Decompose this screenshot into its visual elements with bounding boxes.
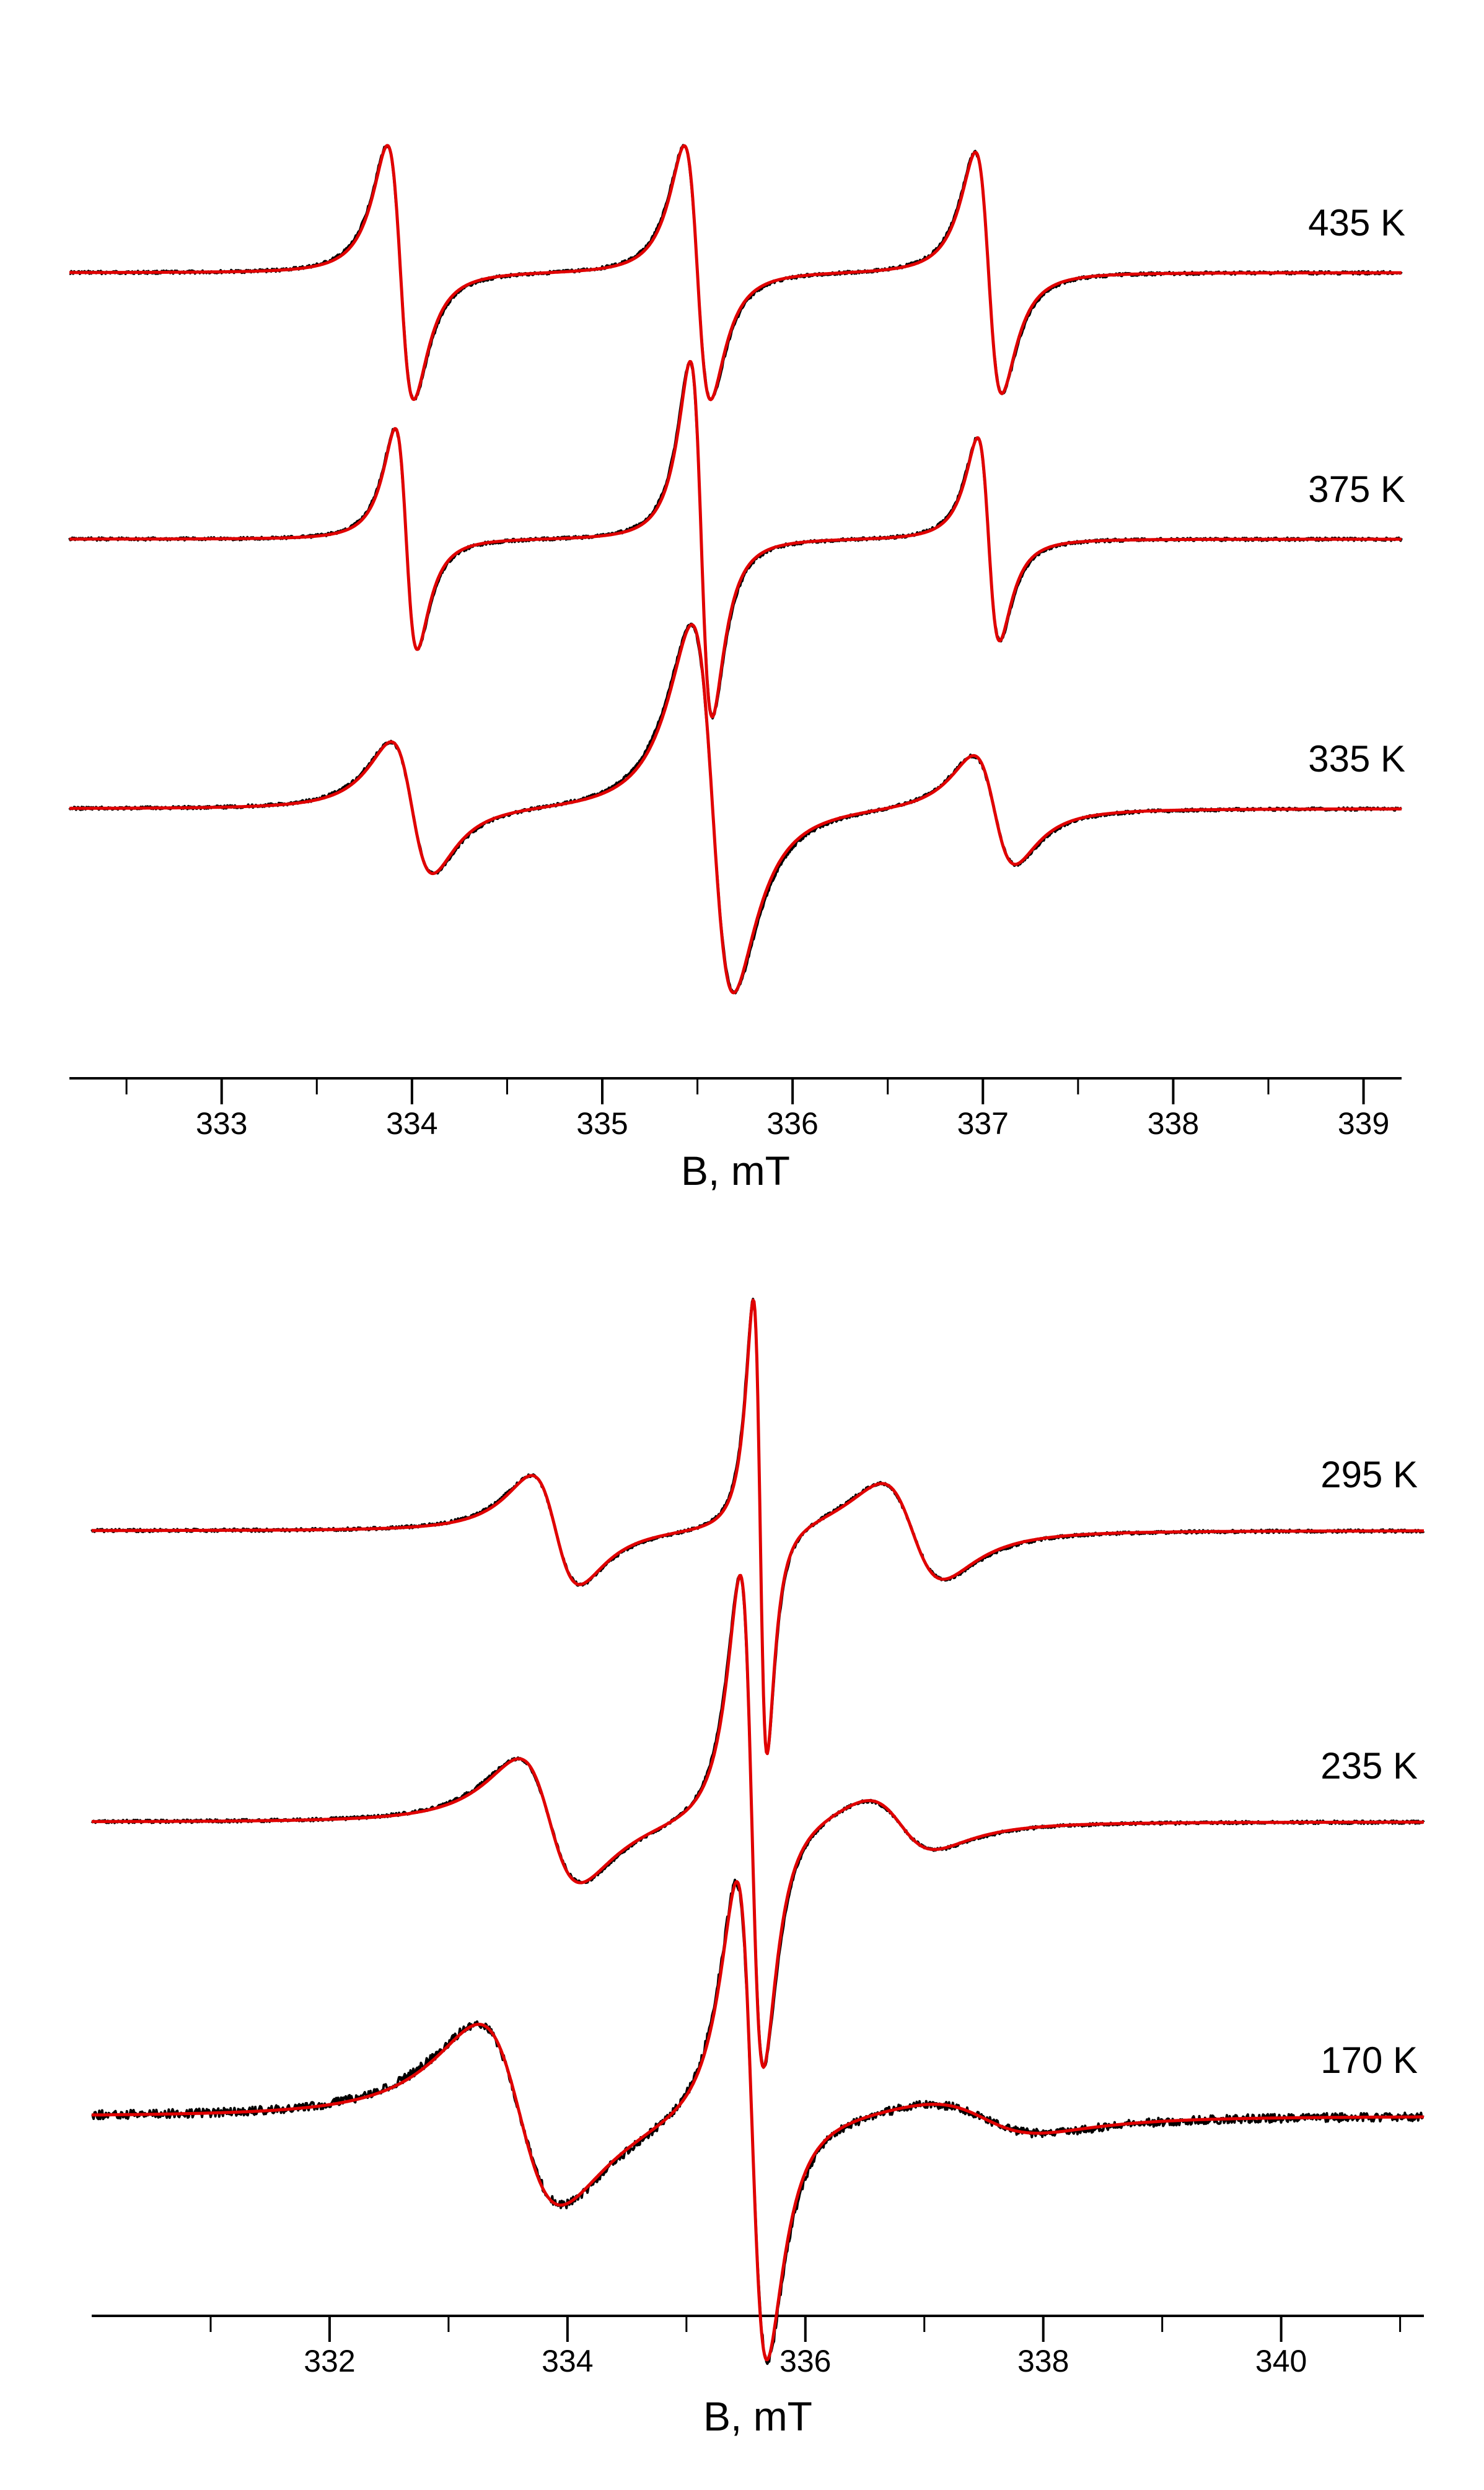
- x-tick-label: 339: [1338, 1106, 1389, 1141]
- x-tick-label: 335: [576, 1106, 628, 1141]
- lower-panel: 332 334 336 338 340 B, mT 295 K 235 K 170 K: [90, 1298, 1425, 2439]
- x-tick-label: 340: [1255, 2344, 1307, 2378]
- simulated-spectrum-line: [69, 623, 1402, 995]
- x-tick-label: 332: [304, 2344, 355, 2378]
- temperature-label: 375 K: [1308, 469, 1405, 510]
- x-tick-label: 334: [386, 1106, 437, 1141]
- simulated-spectrum-line: [91, 1298, 1425, 1756]
- x-tick-label: 338: [1148, 1106, 1199, 1141]
- simulated-spectrum-line: [69, 144, 1402, 402]
- temperature-label: 335 K: [1308, 738, 1405, 780]
- x-tick-label: 336: [766, 1106, 818, 1141]
- x-tick-label: 336: [779, 2344, 831, 2378]
- x-tick-label: 337: [957, 1106, 1009, 1141]
- x-axis-title: B, mT: [681, 1148, 790, 1194]
- simulated-spectrum-line: [69, 359, 1402, 719]
- x-tick-label: 333: [196, 1106, 247, 1141]
- x-tick-label: 338: [1017, 2344, 1069, 2378]
- temperature-label: 295 K: [1320, 1454, 1418, 1495]
- simulated-spectrum-line: [91, 1880, 1425, 2362]
- temperature-label: 435 K: [1308, 202, 1405, 244]
- upper-panel: 333 334 335 336 337 338 339 B, mT 435 K 375 K 335 …: [68, 144, 1405, 1194]
- x-axis-title: B, mT: [703, 2393, 812, 2439]
- temperature-label: 235 K: [1320, 1745, 1418, 1787]
- x-tick-label: 334: [542, 2344, 593, 2378]
- temperature-label: 170 K: [1320, 2039, 1418, 2081]
- simulated-spectrum-line: [91, 1573, 1425, 2069]
